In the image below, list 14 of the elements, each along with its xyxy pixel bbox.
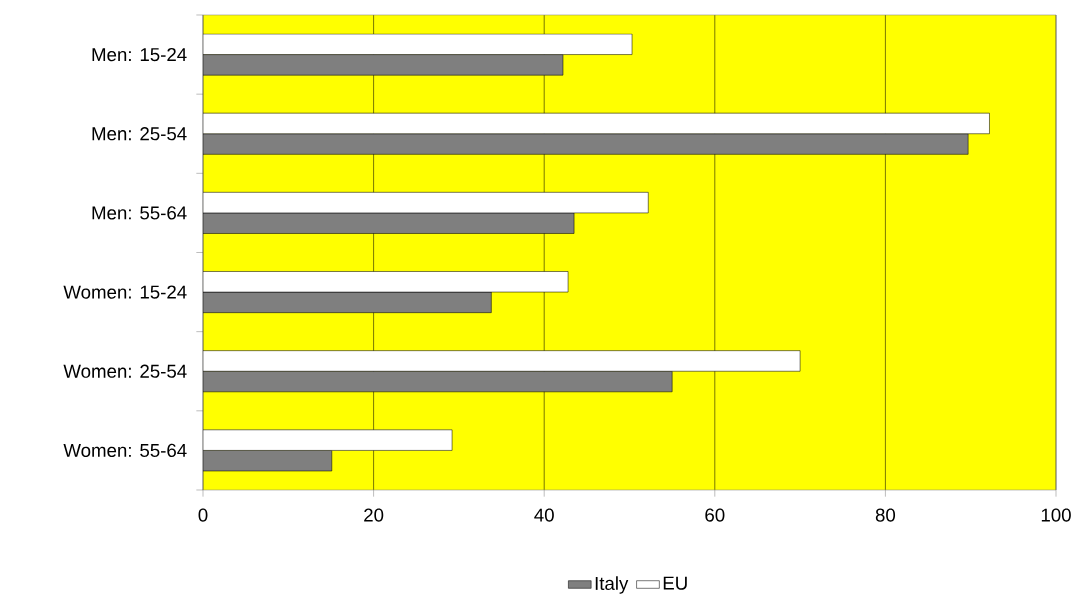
legend-label: Italy: [595, 576, 629, 594]
x-tick-label: 0: [198, 508, 208, 522]
y-tick-label: Men: 15-24: [92, 47, 187, 62]
y-tick-label: Women: 25-54: [63, 364, 187, 378]
x-tick-label: 100: [1041, 508, 1071, 522]
x-tick-label: 60: [705, 508, 725, 522]
y-tick-label: Men: 25-54: [92, 127, 187, 141]
x-tick-label: 40: [534, 508, 554, 522]
x-tick-label: 80: [875, 508, 896, 522]
y-tick-label: Men: 55-64: [92, 206, 187, 220]
y-tick-label: Women: 15-24: [63, 285, 187, 299]
legend-label: EU: [663, 576, 687, 590]
x-tick-label: 20: [364, 508, 384, 522]
y-tick-label: Women: 55-64: [63, 443, 187, 458]
